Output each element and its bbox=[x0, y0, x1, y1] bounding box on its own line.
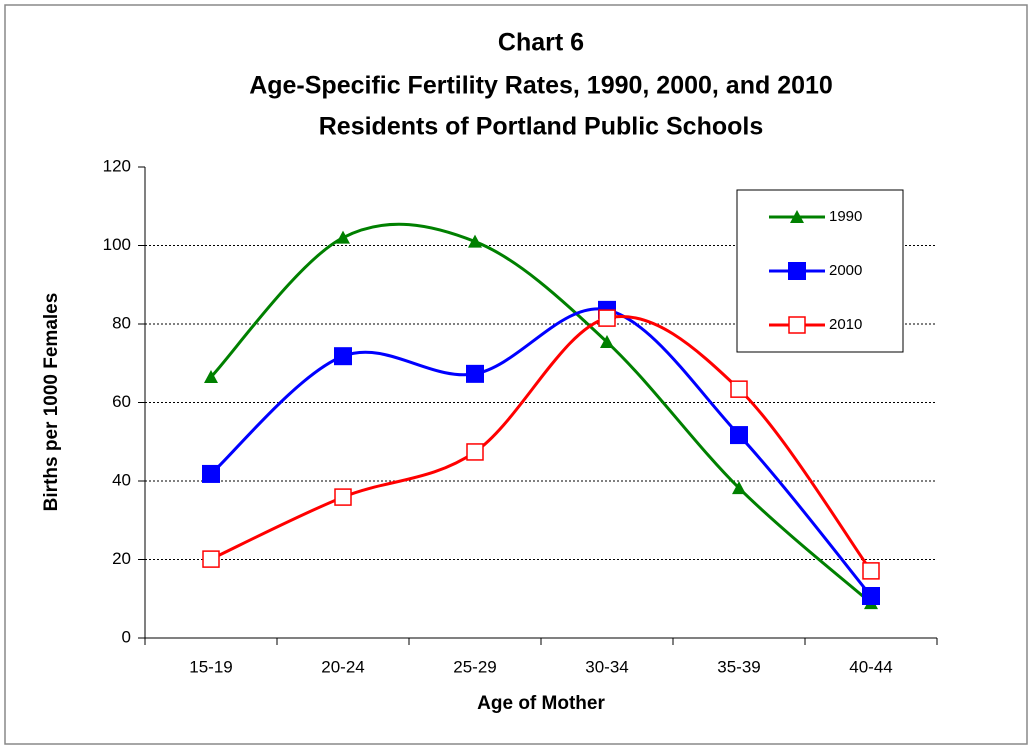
legend-label: 2000 bbox=[829, 262, 862, 279]
legend-marker bbox=[788, 262, 806, 280]
y-tick-label: 0 bbox=[122, 627, 131, 646]
legend-label: 1990 bbox=[829, 208, 862, 225]
data-point bbox=[598, 309, 616, 327]
series-line bbox=[210, 307, 873, 597]
legend-marker bbox=[790, 210, 804, 223]
x-tick-label: 30-34 bbox=[585, 657, 628, 676]
data-point bbox=[204, 369, 218, 383]
data-point bbox=[730, 380, 748, 398]
x-axis-title: Age of Mother bbox=[477, 693, 605, 714]
chart-frame bbox=[4, 4, 1028, 745]
legend-label: 2010 bbox=[829, 316, 862, 333]
data-point bbox=[862, 587, 880, 606]
data-point bbox=[202, 550, 220, 568]
data-point bbox=[202, 464, 220, 483]
data-point bbox=[862, 562, 880, 580]
data-point bbox=[334, 488, 352, 506]
x-tick-label: 20-24 bbox=[321, 657, 364, 676]
legend-marker bbox=[788, 316, 806, 334]
y-tick-label: 60 bbox=[112, 392, 131, 411]
x-tick-label: 35-39 bbox=[717, 657, 760, 676]
y-tick-label: 80 bbox=[112, 313, 131, 332]
series-line bbox=[209, 222, 872, 605]
x-tick-label: 25-29 bbox=[453, 657, 496, 676]
y-tick-label: 120 bbox=[103, 156, 131, 175]
data-point bbox=[466, 443, 484, 461]
data-point bbox=[468, 234, 482, 248]
x-tick-label: 15-19 bbox=[189, 657, 232, 676]
y-tick-label: 100 bbox=[103, 235, 131, 254]
data-point bbox=[730, 426, 748, 445]
chart-title: Chart 6 bbox=[498, 29, 584, 57]
data-point bbox=[334, 347, 352, 366]
data-point bbox=[600, 335, 614, 349]
chart-title: Residents of Portland Public Schools bbox=[319, 113, 764, 141]
y-tick-label: 20 bbox=[112, 549, 131, 568]
y-axis-title: Births per 1000 Females bbox=[41, 293, 62, 512]
data-point bbox=[466, 364, 484, 383]
y-tick-label: 40 bbox=[112, 470, 131, 489]
data-point bbox=[336, 230, 350, 244]
data-point bbox=[732, 481, 746, 495]
chart-title: Age-Specific Fertility Rates, 1990, 2000… bbox=[249, 72, 833, 100]
x-tick-label: 40-44 bbox=[849, 657, 892, 676]
